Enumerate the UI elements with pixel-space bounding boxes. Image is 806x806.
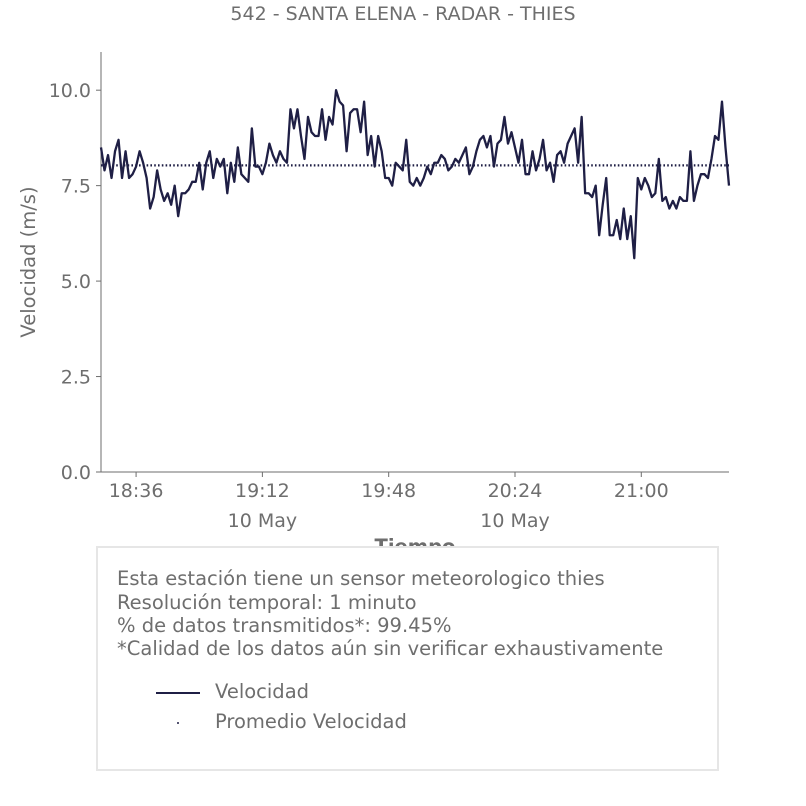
y-axis-label: Velocidad (m/s) [17,186,40,337]
legend-dot-promedio [177,722,179,724]
legend-label-promedio: Promedio Velocidad [215,710,407,733]
legend-label-velocidad: Velocidad [215,680,310,703]
y-tick-label: 10.0 [49,80,91,102]
x-tick-label: 21:00 [614,480,669,502]
chart-title: 542 - SANTA ELENA - RADAR - THIES [230,3,576,25]
info-line-resolution: Resolución temporal: 1 minuto [117,591,417,614]
info-line-quality: *Calidad de los datos aún sin verificar … [117,637,664,660]
info-line-transmitted: % de datos transmitidos*: 99.45% [117,614,452,637]
legend-line-velocidad [156,692,200,694]
info-box: Esta estación tiene un sensor meteorolog… [96,546,719,771]
x-tick-sublabel: 10 May [480,510,550,532]
info-line-sensor: Esta estación tiene un sensor meteorolog… [117,567,605,590]
x-tick-label: 19:48 [361,480,416,502]
y-tick-label: 7.5 [61,176,91,198]
y-tick-label: 5.0 [61,271,91,293]
y-tick-label: 0.0 [61,462,91,484]
x-tick-sublabel: 10 May [228,510,298,532]
x-tick-label: 18:36 [109,480,164,502]
x-tick-label: 19:12 [235,480,290,502]
series-velocidad-line [99,89,731,260]
y-tick-label: 2.5 [61,367,91,389]
x-tick-label: 20:24 [488,480,543,502]
